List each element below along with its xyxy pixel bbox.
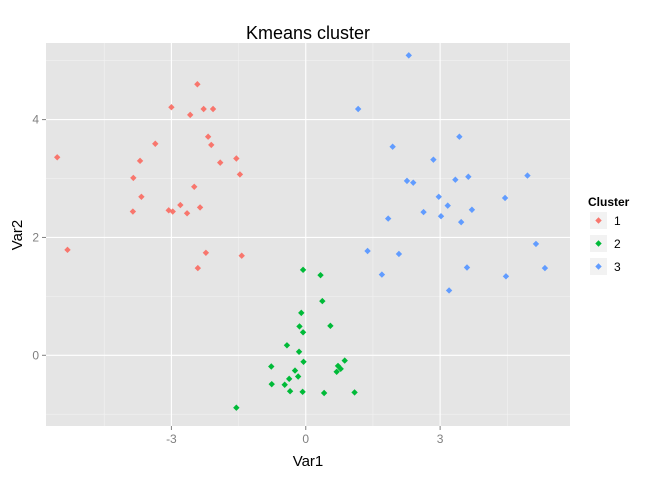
data-point-cluster-3: [457, 218, 465, 226]
data-point-cluster-3: [384, 215, 392, 222]
data-point-cluster-1: [238, 252, 245, 259]
data-point-cluster-1: [177, 201, 184, 209]
data-point-cluster-3: [364, 247, 371, 255]
data-point-cluster-3: [445, 287, 453, 294]
data-point-cluster-2: [317, 271, 324, 279]
data-point-cluster-2: [299, 388, 306, 396]
data-point-cluster-2: [285, 375, 293, 383]
data-point-cluster-2: [283, 342, 291, 349]
data-point-cluster-3: [378, 271, 386, 278]
data-point-cluster-3: [420, 208, 427, 216]
data-point-cluster-3: [389, 143, 396, 150]
data-point-cluster-2: [233, 404, 240, 411]
data-point-cluster-1: [187, 111, 194, 119]
data-point-cluster-1: [200, 105, 207, 113]
data-points: [53, 52, 549, 411]
data-point-cluster-2: [286, 388, 294, 395]
data-point-cluster-1: [64, 246, 71, 254]
y-tick-label: 4: [32, 113, 39, 127]
y-tick-label: 0: [32, 348, 39, 362]
data-point-cluster-3: [395, 250, 403, 258]
data-point-cluster-2: [281, 381, 288, 388]
legend-label-cluster-3: 3: [614, 260, 621, 274]
data-point-cluster-2: [268, 380, 275, 388]
data-point-cluster-2: [337, 365, 344, 373]
data-point-cluster-1: [129, 208, 137, 215]
data-point-cluster-3: [405, 52, 412, 59]
data-point-cluster-2: [296, 323, 303, 330]
data-point-cluster-3: [502, 273, 510, 280]
data-point-cluster-2: [341, 357, 348, 364]
data-point-cluster-3: [430, 156, 437, 163]
data-point-cluster-2: [351, 389, 358, 396]
x-tick-label: 3: [437, 432, 444, 446]
y-axis-ticks: 0 2 4: [32, 113, 46, 362]
data-point-cluster-2: [333, 368, 340, 375]
legend-label-cluster-2: 2: [614, 237, 621, 251]
data-point-cluster-3: [452, 176, 459, 183]
data-point-cluster-3: [444, 202, 451, 209]
data-point-cluster-2: [300, 358, 307, 365]
data-point-cluster-3: [468, 206, 476, 213]
data-point-cluster-3: [435, 193, 442, 200]
data-point-cluster-1: [196, 204, 204, 211]
data-point-cluster-1: [233, 155, 240, 162]
data-point-cluster-3: [465, 173, 472, 180]
data-point-cluster-2: [299, 329, 307, 336]
data-point-cluster-3: [524, 172, 531, 179]
data-point-cluster-1: [53, 154, 61, 161]
y-tick-label: 2: [32, 230, 39, 244]
data-point-cluster-2: [294, 373, 302, 380]
data-point-cluster-1: [169, 208, 176, 215]
data-point-cluster-3: [354, 105, 362, 113]
data-point-cluster-2: [320, 389, 328, 397]
x-axis-title: Var1: [293, 453, 324, 470]
data-point-cluster-1: [209, 105, 217, 113]
data-point-cluster-3: [532, 240, 540, 248]
data-point-cluster-2: [299, 266, 307, 274]
x-tick-label: -3: [166, 432, 177, 446]
data-point-cluster-3: [410, 179, 417, 186]
y-axis-title: Var2: [9, 220, 26, 251]
data-point-cluster-1: [217, 159, 224, 166]
data-point-cluster-1: [191, 183, 198, 190]
data-point-cluster-1: [208, 141, 215, 149]
data-point-cluster-2: [319, 297, 326, 305]
data-point-cluster-1: [202, 249, 210, 256]
legend-symbol-cluster-3: [595, 263, 602, 270]
minor-gridlines: [46, 43, 570, 426]
x-axis-ticks: -3 0 3: [166, 426, 444, 446]
data-point-cluster-3: [456, 133, 463, 140]
legend-symbol-cluster-2: [595, 240, 602, 247]
data-point-cluster-2: [327, 322, 334, 330]
data-point-cluster-1: [168, 104, 175, 111]
legend-label-cluster-1: 1: [614, 214, 621, 228]
data-point-cluster-1: [194, 81, 201, 88]
x-tick-label: 0: [302, 432, 309, 446]
data-point-cluster-2: [268, 363, 275, 370]
chart-title: Kmeans cluster: [246, 23, 370, 43]
data-point-cluster-3: [463, 264, 471, 271]
data-point-cluster-1: [136, 157, 144, 165]
data-point-cluster-1: [183, 210, 191, 217]
data-point-cluster-3: [541, 264, 549, 272]
legend-symbol-cluster-1: [595, 217, 602, 224]
data-point-cluster-2: [295, 348, 303, 355]
data-point-cluster-1: [130, 174, 137, 182]
data-point-cluster-1: [138, 193, 145, 200]
legend-title: Cluster: [588, 195, 630, 209]
legend: Cluster 1 2 3: [588, 195, 630, 275]
data-point-cluster-2: [298, 309, 305, 317]
data-point-cluster-1: [152, 140, 159, 147]
data-point-cluster-1: [194, 264, 202, 272]
plot-panel: [46, 43, 570, 426]
data-point-cluster-3: [501, 194, 509, 202]
data-point-cluster-3: [437, 213, 445, 220]
data-point-cluster-3: [403, 177, 411, 185]
data-point-cluster-2: [291, 367, 299, 374]
data-point-cluster-1: [236, 171, 244, 178]
data-point-cluster-1: [204, 133, 212, 140]
